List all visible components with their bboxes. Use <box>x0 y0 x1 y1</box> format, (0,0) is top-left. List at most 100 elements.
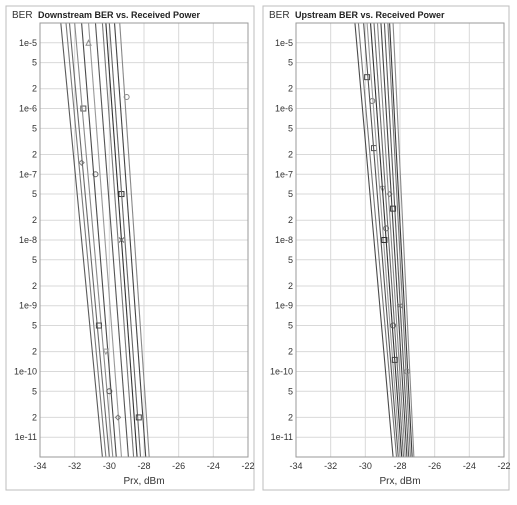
y-tick-label: 2 <box>32 149 37 159</box>
y-tick-label: 1e-7 <box>19 169 37 179</box>
series-marker <box>381 237 388 243</box>
series-line <box>380 23 408 457</box>
series-line <box>113 23 147 457</box>
y-tick-label: 1e-10 <box>14 366 37 376</box>
y-tick-label: 2 <box>288 281 293 291</box>
series-marker <box>114 414 122 421</box>
series-line <box>369 23 403 457</box>
y-tick-label: 2 <box>32 347 37 357</box>
series-marker <box>390 322 397 329</box>
series-marker <box>135 414 142 421</box>
series-line <box>108 23 142 457</box>
y-tick-label: 2 <box>32 84 37 94</box>
y-tick-label: 5 <box>288 58 293 68</box>
series-line <box>357 23 398 457</box>
x-tick-label: -26 <box>428 461 441 471</box>
x-tick-label: -30 <box>103 461 116 471</box>
y-tick-label: 1e-6 <box>275 104 293 114</box>
y-tick-label: 1e-9 <box>19 301 37 311</box>
series-marker <box>383 225 390 232</box>
x-tick-label: -32 <box>324 461 337 471</box>
series-line <box>94 23 129 457</box>
y-tick-label: 2 <box>288 149 293 159</box>
x-axis-label: Prx, dBm <box>379 476 420 487</box>
series-line <box>387 23 411 457</box>
series-group <box>354 23 415 457</box>
y-tick-label: 2 <box>32 281 37 291</box>
y-tick-label: 5 <box>32 386 37 396</box>
x-tick-label: -24 <box>207 461 220 471</box>
y-axis-label: BER <box>269 10 290 21</box>
series-line <box>363 23 399 457</box>
series-line <box>74 23 114 457</box>
y-tick-label: 5 <box>32 255 37 265</box>
y-tick-label: 5 <box>32 123 37 133</box>
series-line <box>60 23 103 457</box>
y-tick-label: 1e-6 <box>19 104 37 114</box>
y-tick-label: 2 <box>288 215 293 225</box>
y-tick-label: 2 <box>32 215 37 225</box>
series-line <box>101 23 135 457</box>
series-line <box>87 23 123 457</box>
y-tick-label: 1e-8 <box>275 235 293 245</box>
series-marker <box>118 237 125 243</box>
y-tick-label: 5 <box>288 386 293 396</box>
x-axis-label: Prx, dBm <box>123 476 164 487</box>
chart-1: 1e-5 5 2 1e-6 5 2 1e-7 5 2 1e-8 5 2 1e-9 5 2 1e-10 5 2 1e-… <box>262 5 511 491</box>
series-marker <box>364 74 371 81</box>
series-marker <box>80 105 87 112</box>
chart-title: Upstream BER vs. Received Power <box>295 10 445 20</box>
series-line <box>366 23 401 457</box>
x-tick-label: -34 <box>33 461 46 471</box>
y-tick-label: 5 <box>32 321 37 331</box>
series-line <box>354 23 394 457</box>
y-tick-label: 5 <box>32 189 37 199</box>
series-marker <box>95 322 102 329</box>
y-tick-label: 1e-5 <box>19 38 37 48</box>
y-tick-label: 1e-5 <box>275 38 293 48</box>
y-tick-label: 2 <box>32 412 37 422</box>
series-line <box>68 23 110 457</box>
y-tick-label: 2 <box>288 347 293 357</box>
y-tick-label: 1e-11 <box>271 432 293 442</box>
series-marker <box>403 368 410 375</box>
chart-0: 1e-5 5 2 1e-6 5 2 1e-7 5 2 1e-8 5 2 1e-9 5 2 1e-10 5 2 1e-… <box>5 5 255 491</box>
y-tick-label: 1e-10 <box>270 366 293 376</box>
plot-border <box>39 22 249 458</box>
series-marker <box>397 302 403 309</box>
x-tick-label: -34 <box>289 461 302 471</box>
series-marker <box>123 93 130 100</box>
series-line <box>373 23 405 457</box>
y-tick-label: 5 <box>288 123 293 133</box>
x-tick-label: -22 <box>497 461 510 471</box>
x-tick-label: -26 <box>172 461 185 471</box>
y-axis-label: BER <box>12 10 33 21</box>
plot-border <box>295 22 505 458</box>
y-tick-label: 1e-8 <box>19 235 37 245</box>
y-tick-label: 5 <box>32 58 37 68</box>
series-marker <box>92 171 99 178</box>
series-marker <box>106 388 113 395</box>
series-line <box>392 23 415 457</box>
series-marker <box>78 159 85 166</box>
y-tick-label: 5 <box>288 321 293 331</box>
y-tick-label: 5 <box>288 189 293 199</box>
x-tick-label: -22 <box>241 461 254 471</box>
series-line <box>81 23 117 457</box>
y-tick-label: 2 <box>288 84 293 94</box>
y-tick-label: 1e-7 <box>275 169 293 179</box>
series-line <box>389 23 413 457</box>
series-marker <box>102 348 110 356</box>
x-tick-label: -28 <box>393 461 406 471</box>
y-tick-label: 1e-9 <box>275 301 293 311</box>
y-tick-label: 5 <box>288 255 293 265</box>
x-tick-label: -24 <box>463 461 476 471</box>
x-tick-label: -30 <box>359 461 372 471</box>
series-line <box>376 23 406 457</box>
chart-title: Downstream BER vs. Received Power <box>38 10 201 20</box>
series-marker <box>391 356 398 363</box>
series-group <box>60 23 150 457</box>
series-marker <box>390 205 397 212</box>
